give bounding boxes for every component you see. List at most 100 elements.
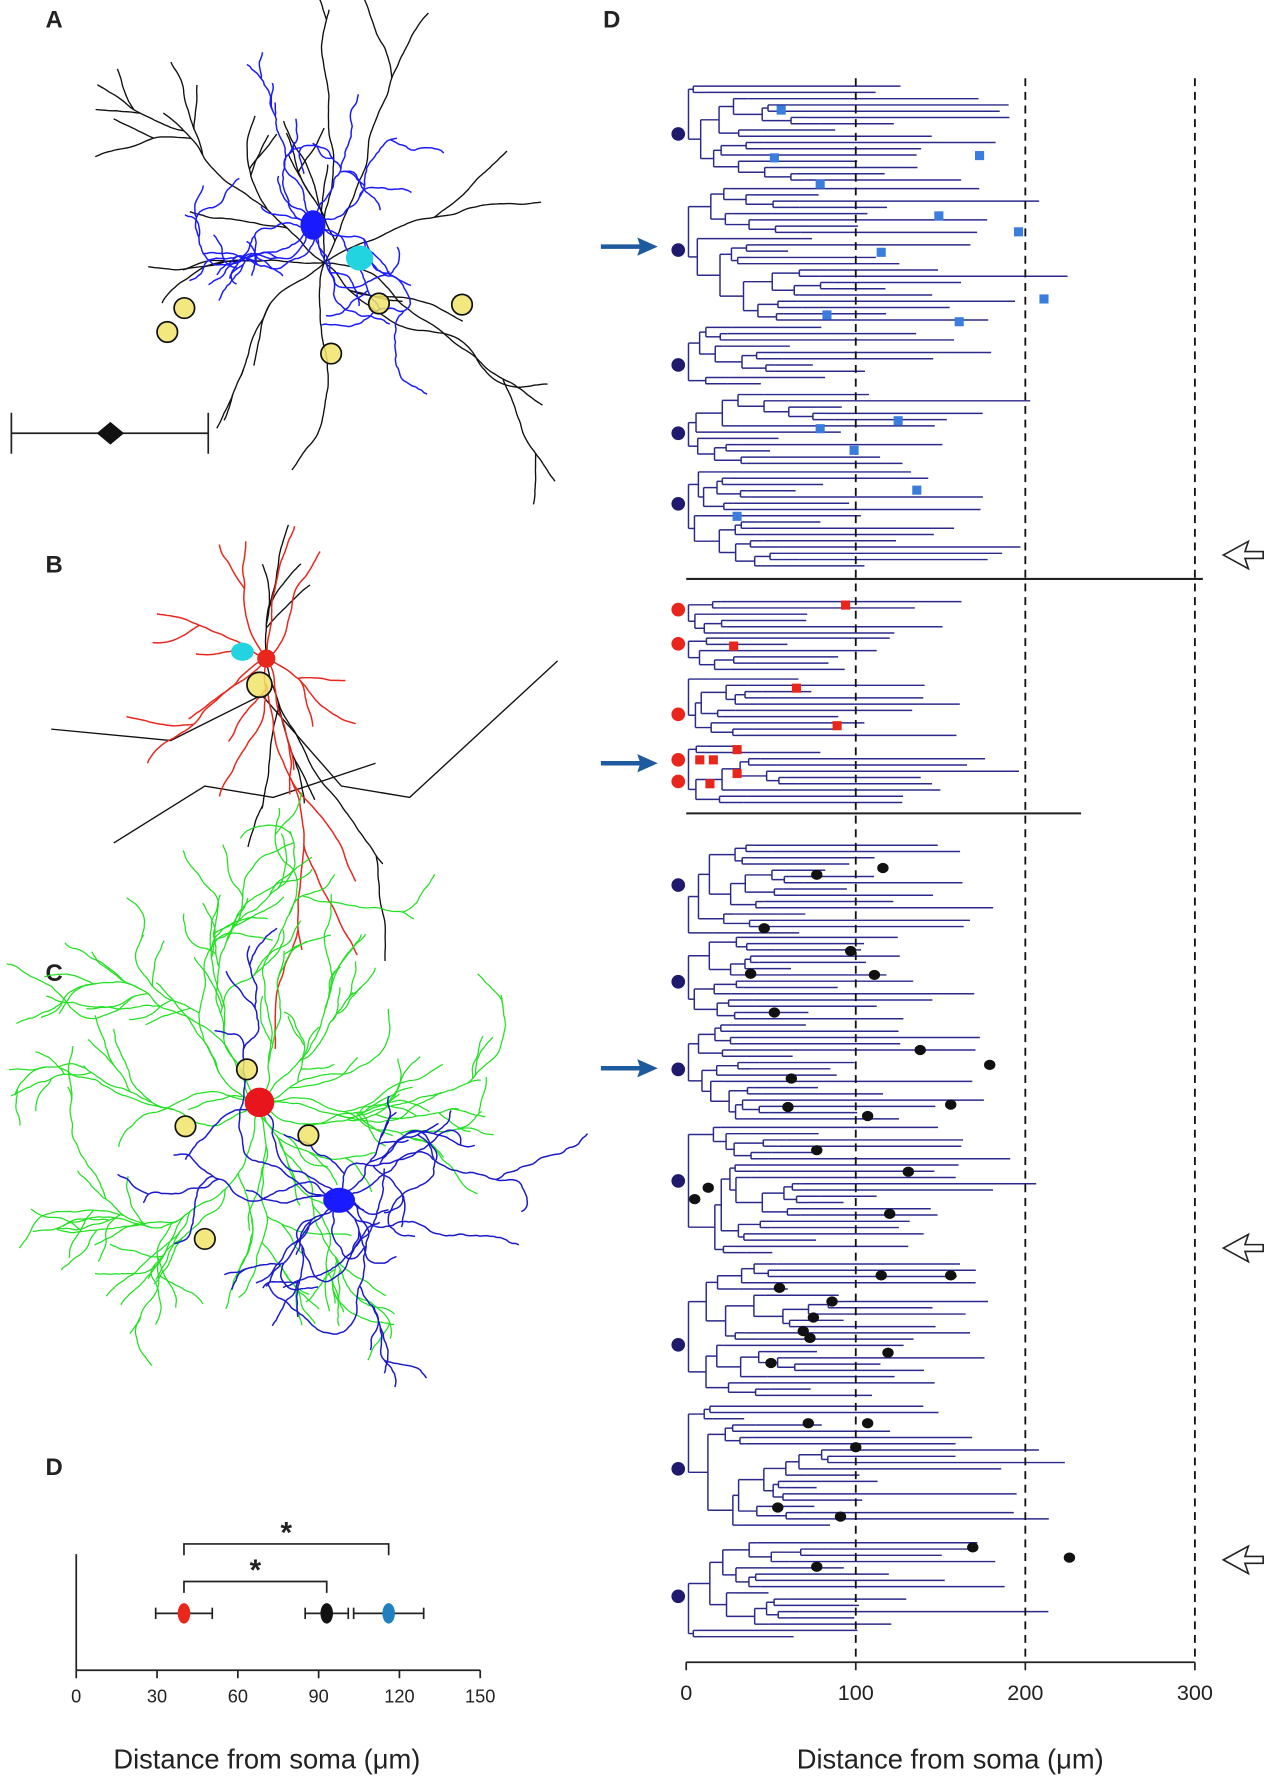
marker [811, 870, 822, 880]
dendrite [292, 263, 328, 470]
open-arrow [1223, 1546, 1263, 1573]
dendrite [247, 116, 267, 209]
dendrite [118, 1174, 149, 1194]
x-tick-label: 60 [228, 1686, 248, 1706]
marker [862, 1418, 873, 1428]
marker [816, 179, 825, 188]
dendrite [496, 1134, 588, 1180]
soma-marker [671, 603, 685, 617]
dendrite [262, 704, 279, 808]
marker [894, 416, 903, 425]
x-tick-label: 200 [1007, 1680, 1043, 1705]
dendrite [219, 265, 243, 301]
x-tick-label: 150 [465, 1686, 495, 1706]
marker [850, 1442, 861, 1452]
dendrite [379, 1140, 409, 1144]
marker [877, 863, 888, 873]
x-axis-label: Distance from soma (μm) [797, 1744, 1104, 1775]
marker [689, 1194, 700, 1204]
soma-marker [671, 753, 685, 767]
dendrite [266, 684, 304, 950]
dendrite [127, 898, 145, 938]
dendrite [330, 987, 340, 1022]
arrow [601, 238, 658, 256]
dendrite [271, 83, 273, 110]
dendrite [375, 1109, 458, 1119]
soma [300, 210, 325, 240]
marker [934, 211, 943, 220]
marker [804, 1333, 815, 1343]
dendrite [153, 625, 200, 643]
dendrite [259, 1098, 443, 1158]
dendrite [219, 545, 244, 589]
dendrite [92, 952, 130, 984]
dendrite [360, 1112, 386, 1146]
significance-star: * [281, 1517, 293, 1550]
marker [816, 424, 825, 433]
dendrite [217, 369, 244, 428]
dendrite [259, 1080, 480, 1125]
soma-marker [671, 637, 685, 651]
figure: A B C D D 0306090120150Distance from som… [0, 0, 1270, 1786]
dendrite [401, 378, 427, 394]
contact [237, 1059, 257, 1079]
dendrite [129, 1000, 171, 1019]
dendrite [301, 1064, 334, 1069]
marker [759, 923, 770, 933]
dendrite [458, 1128, 494, 1135]
dendrite [215, 1031, 340, 1201]
dendrite [68, 1087, 107, 1199]
marker [695, 755, 704, 764]
marker [786, 1073, 797, 1083]
dendrite [114, 119, 154, 138]
marker [967, 1542, 978, 1552]
soma-marker [671, 1338, 685, 1352]
dendrite [239, 1102, 268, 1297]
panel-label: B [46, 552, 63, 579]
dendrite [199, 933, 273, 1103]
dendrite [226, 1258, 245, 1309]
open-arrow [1223, 541, 1263, 568]
dendrite [211, 921, 236, 1037]
scale-marker [97, 422, 124, 445]
panel-label: A [46, 7, 63, 34]
dendrite [95, 1224, 144, 1246]
dendrite [16, 1002, 62, 1023]
soma-marker [671, 1589, 685, 1603]
dendrite [11, 1072, 91, 1095]
soma-marker [671, 127, 685, 141]
dendrite [156, 983, 219, 1074]
dendrite [266, 551, 320, 658]
marker [729, 642, 738, 651]
dendrite [262, 564, 269, 624]
dendrite [478, 974, 503, 1009]
x-axis-label: Distance from soma (μm) [113, 1744, 420, 1775]
dendrite [284, 1012, 305, 1082]
dendrite [351, 968, 375, 996]
x-tick-label: 120 [384, 1686, 414, 1706]
dendrite [223, 844, 243, 897]
significance-star: * [250, 1554, 262, 1587]
x-tick-label: 300 [1177, 1680, 1213, 1705]
dendrite [231, 223, 313, 284]
dendrite [335, 1257, 391, 1339]
marker [877, 248, 886, 257]
x-tick-label: 90 [309, 1686, 329, 1706]
dendrite [240, 825, 291, 838]
dendrite [402, 874, 434, 912]
marker [975, 151, 984, 160]
point [320, 1603, 333, 1623]
soma-marker [671, 708, 685, 722]
contact [298, 1125, 318, 1145]
soma-marker [671, 358, 685, 372]
x-tick-label: 100 [838, 1680, 874, 1705]
dendrite [171, 62, 203, 155]
dendrite [266, 1264, 280, 1286]
soma [257, 649, 275, 667]
dendrite [249, 134, 276, 169]
soma-marker [671, 1174, 685, 1188]
dendrite [333, 1283, 339, 1326]
contact [452, 294, 472, 314]
contact [321, 343, 341, 363]
dendrite [468, 995, 506, 1083]
